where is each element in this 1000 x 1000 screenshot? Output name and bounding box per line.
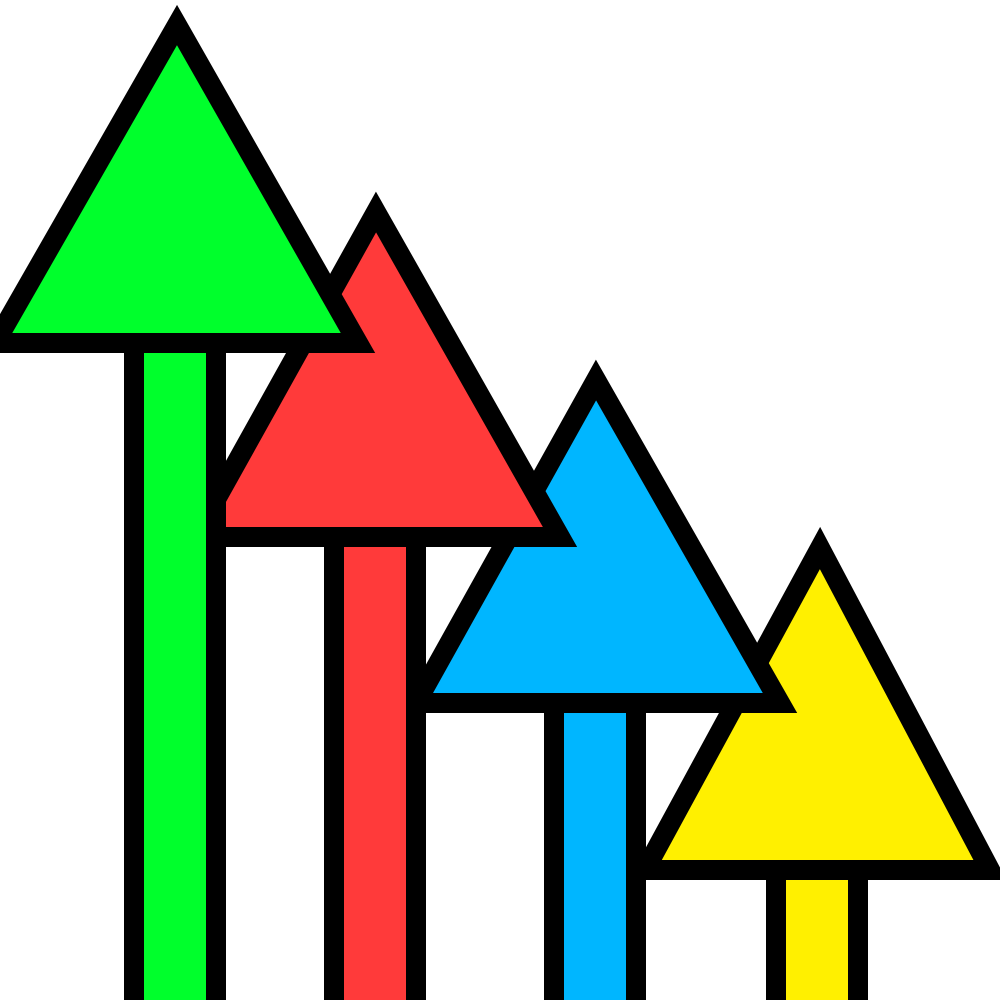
green-arrow-shaft <box>124 330 226 1000</box>
yellow-arrow-shaft <box>766 860 868 1000</box>
green-arrow-head <box>0 4 376 353</box>
red-arrow <box>177 191 578 1000</box>
red-arrow-shaft <box>324 525 426 1000</box>
green-arrow <box>0 4 376 1000</box>
blue-arrow-shaft <box>544 690 646 1000</box>
red-arrow-head <box>177 191 578 547</box>
